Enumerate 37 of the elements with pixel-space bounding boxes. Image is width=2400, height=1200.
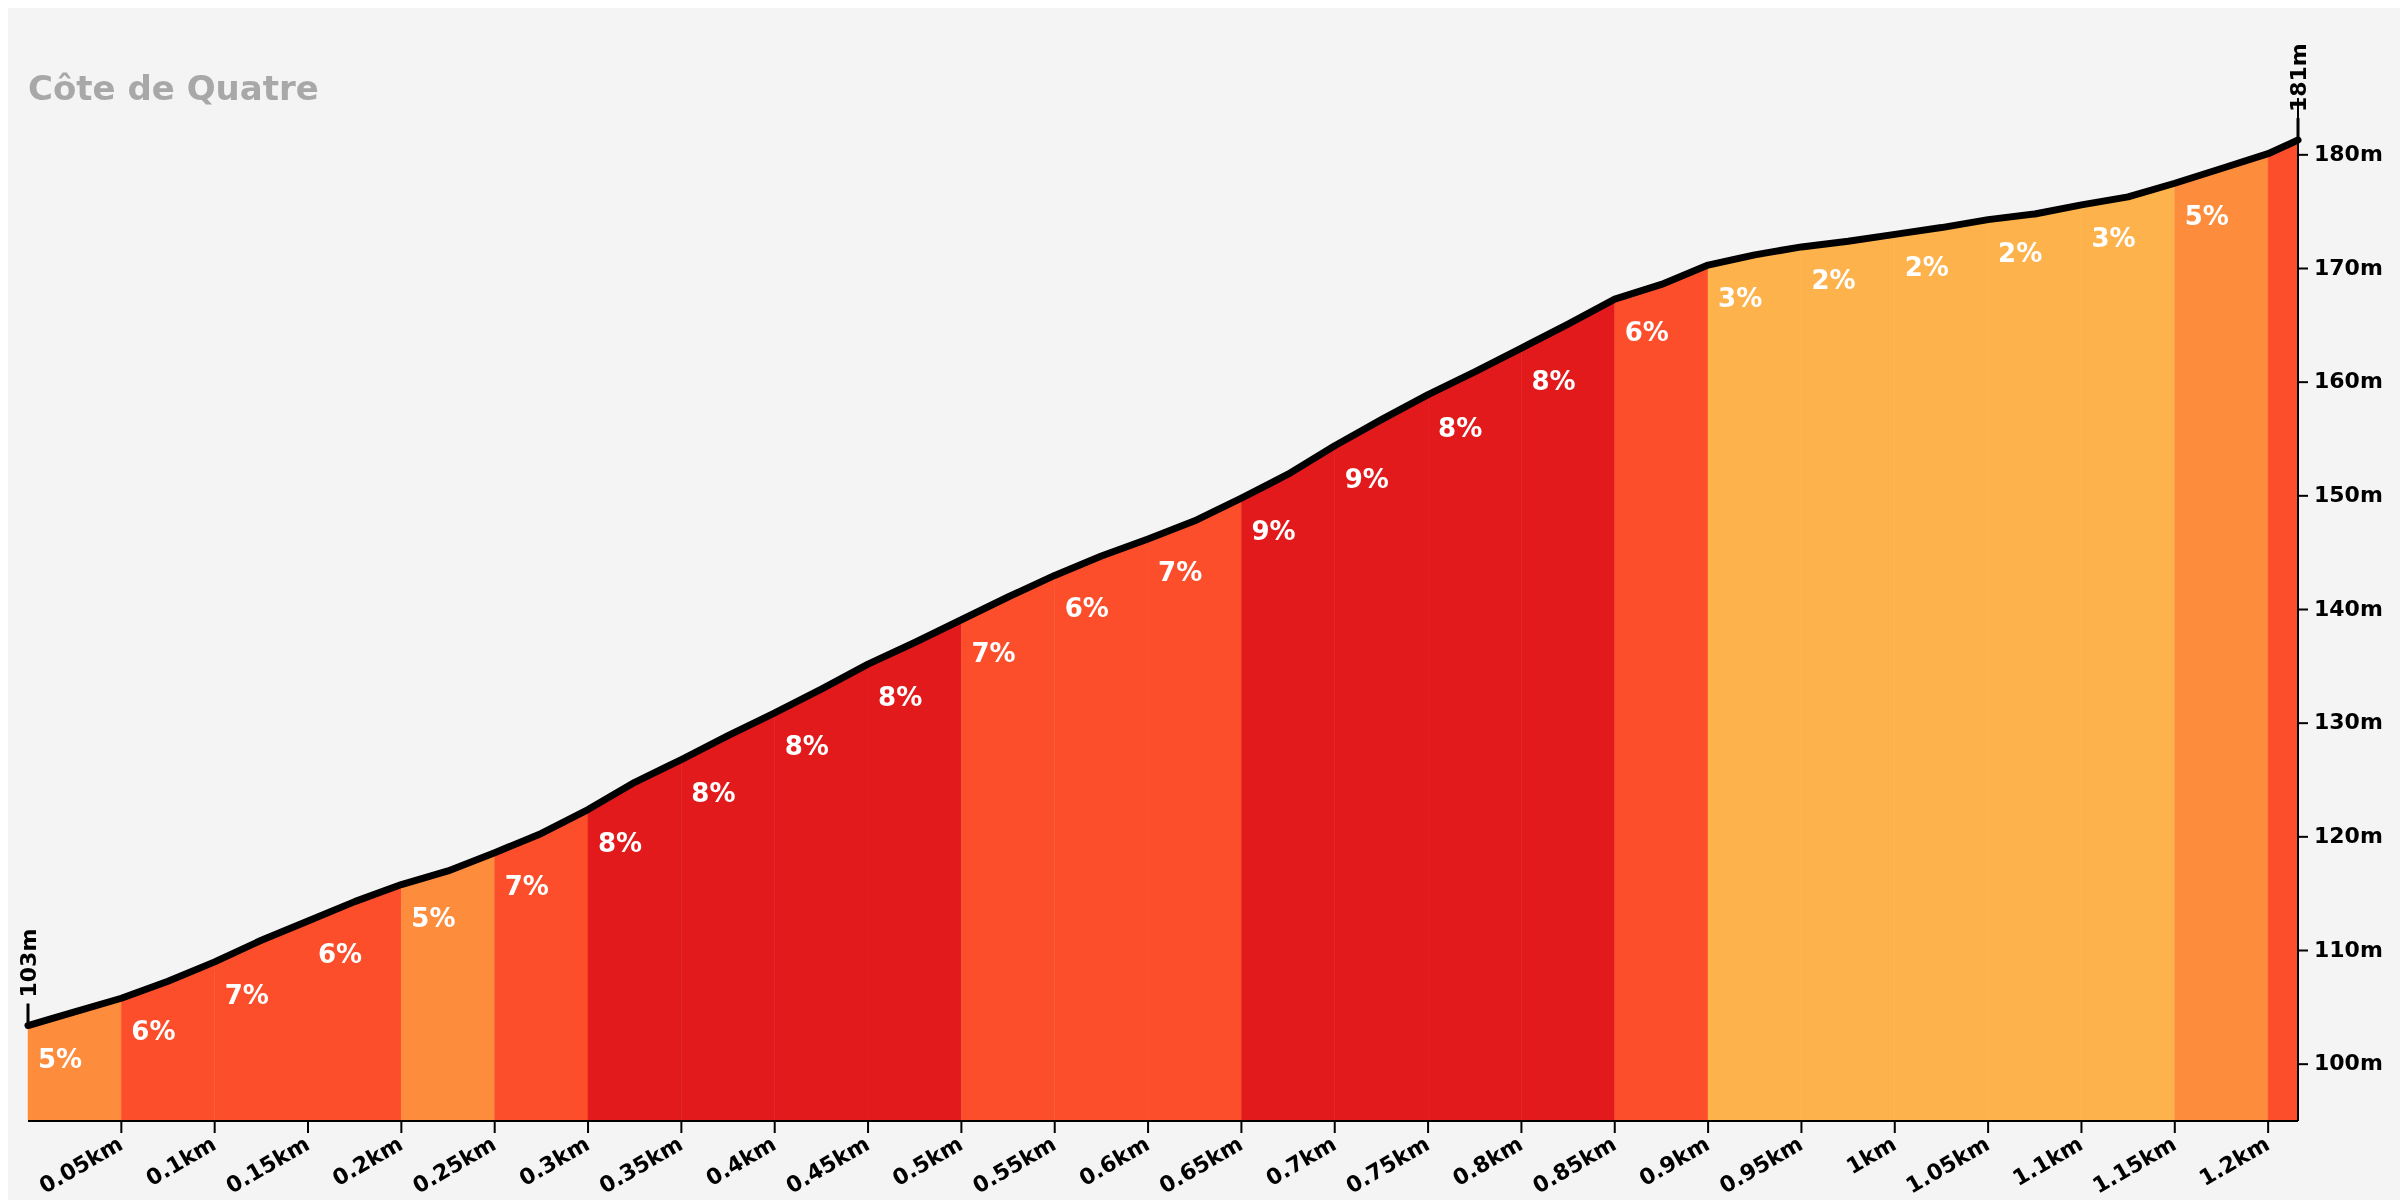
annotation: 6% — [318, 938, 363, 969]
chart-title: Côte de Quatre — [28, 68, 319, 108]
annotation: 9% — [1251, 516, 1296, 547]
annotation: 181m — [2286, 43, 2311, 113]
annotation: 2% — [1811, 264, 1856, 295]
annotation: 5% — [2184, 201, 2229, 232]
annotation: 6% — [1064, 593, 1109, 624]
y-tick-label: 180m — [2314, 140, 2383, 166]
y-tick-label: 170m — [2314, 254, 2383, 280]
annotation: 8% — [1438, 412, 1483, 443]
annotation: 7% — [1158, 557, 1203, 588]
annotation: 6% — [131, 1016, 176, 1047]
annotation: 3% — [2091, 222, 2136, 253]
y-tick-label: 140m — [2314, 595, 2383, 621]
annotation: 5% — [38, 1043, 83, 1074]
annotation: 7% — [504, 870, 549, 901]
annotation: 8% — [1531, 366, 1576, 397]
annotation: 8% — [598, 827, 643, 858]
y-tick-label: 110m — [2314, 936, 2383, 962]
annotation: 2% — [1904, 252, 1949, 283]
annotation: 5% — [411, 902, 456, 933]
annotation: 8% — [878, 682, 923, 713]
y-tick-label: 160m — [2314, 368, 2383, 394]
annotation: 8% — [691, 777, 736, 808]
annotation: 9% — [1344, 463, 1389, 494]
annotation: 7% — [224, 979, 269, 1010]
y-tick-label: 150m — [2314, 481, 2383, 507]
annotation: 2% — [1998, 237, 2043, 268]
annotation: 3% — [1718, 283, 1763, 314]
y-tick-label: 100m — [2314, 1050, 2383, 1076]
y-tick-label: 120m — [2314, 822, 2383, 848]
x-tick-label: 1km — [1841, 1130, 1901, 1179]
annotation: 8% — [784, 730, 829, 761]
annotation: 7% — [971, 637, 1016, 668]
annotation: 6% — [1624, 317, 1669, 348]
annotation: 103m — [16, 928, 41, 998]
y-tick-label: 130m — [2314, 709, 2383, 735]
